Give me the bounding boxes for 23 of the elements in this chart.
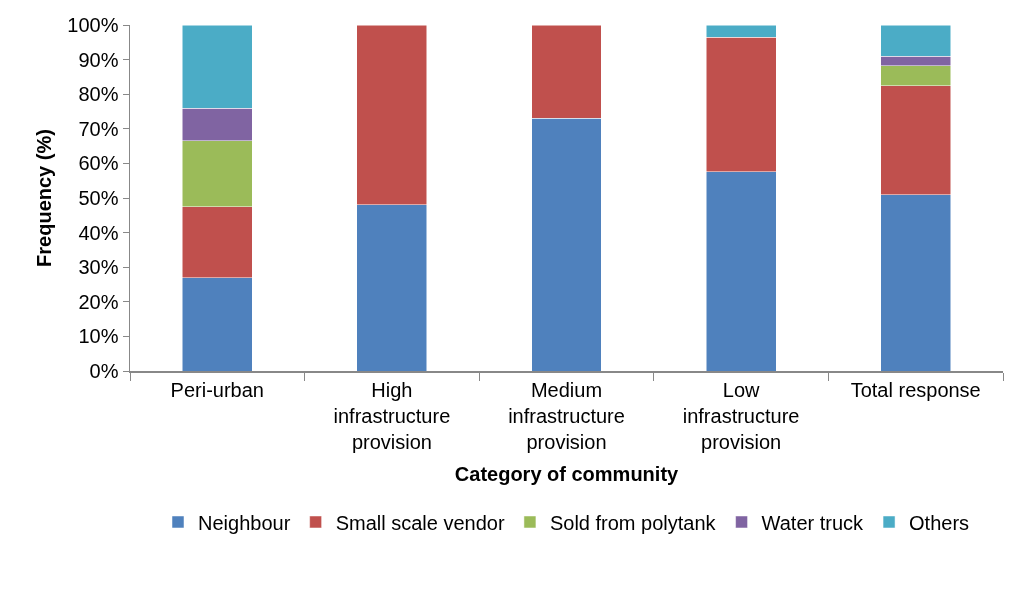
x-tick-label: High infrastructure provision (333, 378, 451, 453)
x-axis-title: Category of community (454, 462, 680, 485)
legend-label: Sold from polytank (549, 511, 717, 534)
legend-label: Others (909, 511, 970, 534)
y-tick-label: 20% (78, 290, 119, 313)
y-tick-label: 50% (78, 187, 119, 209)
x-tick-label: Low infrastructure provision (682, 378, 800, 453)
legend-label: Water truck (761, 511, 865, 534)
legend-label: Small scale vendor (335, 511, 505, 534)
y-tick-label: 10% (78, 325, 119, 348)
y-tick-label: 70% (78, 117, 119, 140)
legend-label: Neighbour (198, 511, 291, 534)
y-tick-label: 80% (78, 83, 119, 106)
y-tick-label: 40% (78, 221, 119, 244)
y-tick-label: 30% (78, 256, 119, 279)
y-tick-label: 60% (78, 152, 119, 175)
y-tick-label: 0% (89, 360, 119, 382)
x-tick-label: Medium infrastructure provision (508, 378, 625, 453)
y-tick-label: 100% (67, 14, 119, 36)
y-tick-label: 90% (78, 48, 119, 71)
x-tick-label: Total response (850, 378, 981, 401)
x-tick-label: Peri-urban (170, 378, 264, 401)
y-axis-title: Frequency (%) (33, 129, 56, 267)
